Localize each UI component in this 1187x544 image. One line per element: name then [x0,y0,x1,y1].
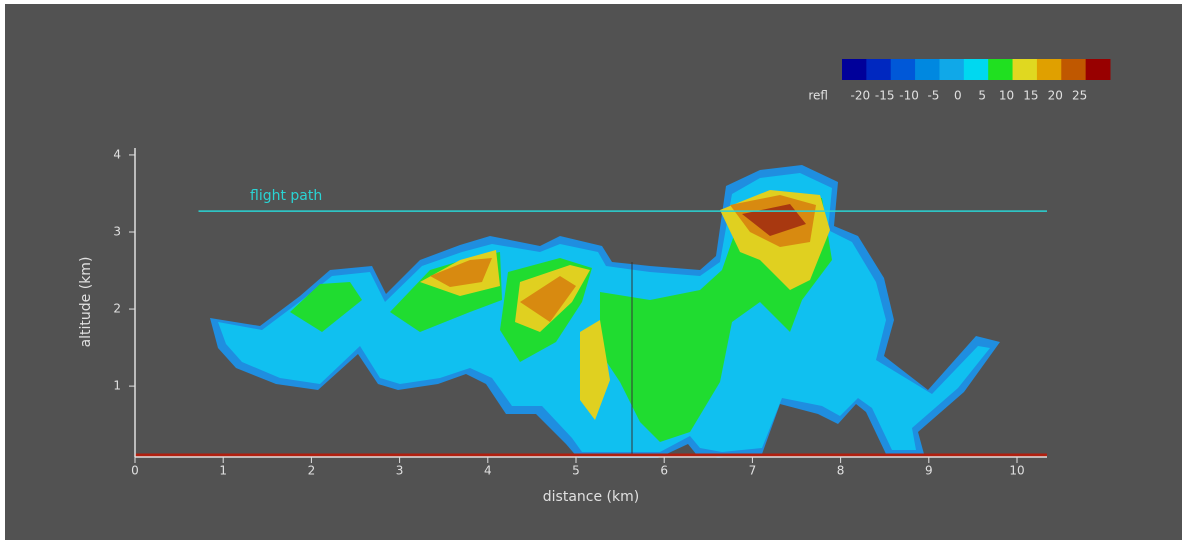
x-tick-label: 8 [837,464,845,478]
x-tick-label: 2 [308,464,316,478]
colorbar-tick-label: 20 [1048,89,1063,103]
y-tick-label: 1 [113,379,121,393]
y-tick-label: 2 [113,302,121,316]
colorbar-swatch [842,59,867,80]
colorbar-label: refl [808,89,828,103]
colorbar-tick-label: 15 [1023,89,1038,103]
page: distance (km) altitude (km) flight path … [0,0,1187,544]
colorbar-swatch [1013,59,1038,80]
colorbar-tick-label: -5 [927,89,939,103]
colorbar-tick-label: 5 [978,89,986,103]
x-tick-label: 0 [131,464,139,478]
x-tick-label: 7 [749,464,757,478]
colorbar-swatch [866,59,891,80]
colorbar-tick-label: -20 [851,89,871,103]
colorbar-tick-label: -10 [899,89,919,103]
colorbar-swatch [988,59,1013,80]
colorbar-tick-label: -15 [875,89,895,103]
x-axis-label: distance (km) [543,489,639,505]
x-tick-label: 4 [484,464,492,478]
colorbar-swatch [1086,59,1111,80]
colorbar-swatch [939,59,964,80]
flight-path-label: flight path [250,188,322,204]
x-tick-label: 1 [219,464,227,478]
colorbar-tick-label: 25 [1072,89,1087,103]
x-tick-label: 9 [925,464,933,478]
colorbar-swatch [915,59,940,80]
colorbar-swatch [891,59,916,80]
colorbar-swatch [1061,59,1086,80]
y-axis-label: altitude (km) [78,257,94,348]
x-tick-label: 5 [572,464,580,478]
colorbar-swatch [964,59,989,80]
x-tick-label: 3 [396,464,404,478]
colorbar-tick-label: 0 [954,89,962,103]
x-tick-label: 10 [1009,464,1024,478]
y-tick-label: 4 [113,147,121,161]
y-tick-label: 3 [113,224,121,238]
chart: distance (km) altitude (km) flight path … [0,0,1187,544]
colorbar-swatch [1037,59,1062,80]
x-tick-label: 6 [660,464,668,478]
colorbar-tick-label: 10 [999,89,1014,103]
